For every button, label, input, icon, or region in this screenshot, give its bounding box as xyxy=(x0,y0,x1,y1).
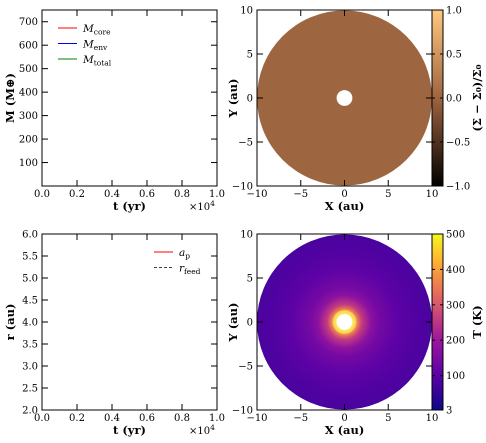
x-tick-label: 0.4 xyxy=(104,189,120,200)
x-tick-label: 0.0 xyxy=(34,413,50,424)
y-tick-label: 200 xyxy=(19,135,38,146)
y-tick-label: 0 xyxy=(247,318,253,329)
y-tick-label: 0 xyxy=(247,94,253,105)
y-tick-label: 2.0 xyxy=(22,406,38,417)
y-tick-label: 500 xyxy=(19,64,38,75)
y-axis-label: M (M⊕) xyxy=(3,73,17,123)
plot-frame xyxy=(41,9,218,187)
colorbar-tick-label: 1.0 xyxy=(446,6,462,17)
x-tick-label: −10 xyxy=(246,413,267,424)
colorbar-tick-label: 400 xyxy=(446,265,465,276)
y-tick-label: 600 xyxy=(19,41,38,52)
x-tick-label: 5 xyxy=(385,413,391,424)
y-tick-label: 6.0 xyxy=(22,230,38,241)
colorbar xyxy=(432,234,443,410)
mass-evolution-panel: 0.0 0.2 0.4 0.6 0.8 1.0 100 200 300 400 500 600 700 ×… xyxy=(3,9,225,213)
x-tick-label: 1.0 xyxy=(209,189,225,200)
inner-hole xyxy=(336,314,353,330)
y-tick-label: 3.0 xyxy=(22,362,38,373)
y-tick-label: 10 xyxy=(240,6,253,17)
colorbar-tick-label: −1.0 xyxy=(446,182,470,193)
legend-label: Mcore xyxy=(82,23,111,37)
x-tick-label: 0.8 xyxy=(174,189,190,200)
colorbar-label: T (K) xyxy=(470,305,484,338)
colorbar-tick-label: 100 xyxy=(446,371,465,382)
x-tick-label: 0.2 xyxy=(69,189,85,200)
x-tick-label: 0.6 xyxy=(139,189,155,200)
x-tick-label: 1.0 xyxy=(209,413,225,424)
y-tick-label: 10 xyxy=(240,230,253,241)
x-axis-label: t (yr) xyxy=(113,423,146,437)
x-tick-label: 0.2 xyxy=(69,413,85,424)
y-tick-label: 400 xyxy=(19,88,38,99)
temperature-panel: −10 −5 0 5 10 −10 −5 0 5 10 X (au) Y (au) 3 100 200 300… xyxy=(226,230,484,438)
x-tick-label: 0 xyxy=(341,413,347,424)
colorbar-tick-label: 0.0 xyxy=(446,94,462,105)
x-tick-label: 5 xyxy=(385,189,391,200)
colorbar xyxy=(432,10,443,186)
x-axis-label: X (au) xyxy=(325,423,365,437)
y-tick-label: −10 xyxy=(232,182,253,193)
surface-density-perturbation-panel: −10 −5 0 5 10 −10 −5 0 5 10 X (au) Y (au) −1.0 −0.5 0.… xyxy=(226,6,484,214)
x-axis-label: X (au) xyxy=(325,199,365,213)
y-tick-label: 300 xyxy=(19,111,38,122)
x-tick-label: −5 xyxy=(293,413,308,424)
colorbar-tick-label: 500 xyxy=(446,230,465,241)
x-axis-label: t (yr) xyxy=(113,199,146,213)
colorbar-tick-label: 3 xyxy=(446,406,452,417)
y-axis-label: Y (au) xyxy=(226,79,240,119)
x-tick-label: 0.8 xyxy=(174,413,190,424)
colorbar-tick-label: 300 xyxy=(446,300,465,311)
y-tick-label: 5 xyxy=(247,50,253,61)
planet-radius-panel: 0.0 0.2 0.4 0.6 0.8 1.0 2.0 2.5 3.0 3.5 4.0 4.5 5.0 5… xyxy=(3,230,225,438)
legend-label: ap xyxy=(179,247,190,261)
y-tick-label: 5.5 xyxy=(22,252,38,263)
y-tick-label: 100 xyxy=(19,158,38,169)
y-tick-label: −10 xyxy=(232,406,253,417)
x-tick-label: 0 xyxy=(341,189,347,200)
x-tick-label: 10 xyxy=(426,189,439,200)
legend-label: rfeed xyxy=(179,263,201,277)
plot-frame xyxy=(41,233,218,411)
x-tick-label: −5 xyxy=(293,189,308,200)
colorbar-tick-label: 0.5 xyxy=(446,50,462,61)
y-tick-label: 4.0 xyxy=(22,318,38,329)
legend-label: Mtotal xyxy=(82,54,112,68)
y-axis-label: r (au) xyxy=(3,304,17,341)
colorbar-tick-label: 200 xyxy=(446,336,465,347)
y-tick-label: −5 xyxy=(238,362,253,373)
x-multiplier: ×104 xyxy=(189,423,215,437)
inner-hole xyxy=(336,90,353,106)
colorbar-label: (Σ − Σ₀)/Σ₀ xyxy=(470,64,484,131)
y-tick-label: −5 xyxy=(238,138,253,149)
y-axis-label: Y (au) xyxy=(226,303,240,343)
y-tick-label: 3.5 xyxy=(22,340,38,351)
x-multiplier: ×104 xyxy=(189,199,215,213)
y-tick-label: 5.0 xyxy=(22,274,38,285)
x-tick-label: 0.4 xyxy=(104,413,120,424)
y-tick-label: 4.5 xyxy=(22,296,38,307)
colorbar-tick-label: −0.5 xyxy=(446,138,470,149)
y-tick-label: 2.5 xyxy=(22,384,38,395)
x-tick-label: −10 xyxy=(246,189,267,200)
y-tick-label: 700 xyxy=(19,17,38,28)
colorbar-frame xyxy=(431,233,444,411)
x-tick-label: 10 xyxy=(426,413,439,424)
x-tick-label: 0.0 xyxy=(34,189,50,200)
x-tick-label: 0.6 xyxy=(139,413,155,424)
y-tick-label: 5 xyxy=(247,274,253,285)
legend-label: Menv xyxy=(82,39,108,53)
